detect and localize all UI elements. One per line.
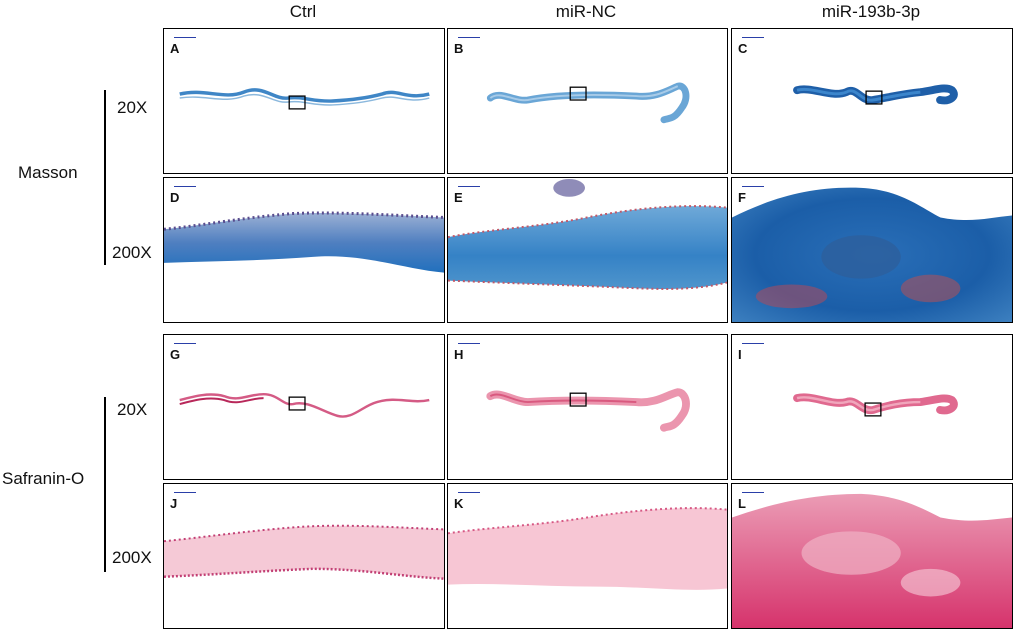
panel-letter: I <box>738 347 742 362</box>
mag-label-safranin-200x: 200X <box>112 548 152 567</box>
tissue-section-image <box>164 524 444 580</box>
panel-l-safranin-mir193b-200x: L <box>731 483 1013 629</box>
scale-bar <box>458 339 480 344</box>
tissue-section-image <box>732 187 1012 322</box>
masson-bracket <box>104 90 106 265</box>
tissue-section-image <box>486 388 690 432</box>
panel-letter: L <box>738 496 746 511</box>
tissue-section-image <box>164 211 444 273</box>
panel-letter: A <box>170 41 180 56</box>
panel-letter: E <box>454 190 463 205</box>
tissue-section-image <box>448 507 727 590</box>
scale-bar <box>742 488 764 493</box>
scale-bar <box>174 182 196 187</box>
panel-letter: C <box>738 41 748 56</box>
mag-label-safranin-20x: 20X <box>117 400 148 419</box>
tissue-section-image <box>179 88 430 110</box>
tissue-section-image <box>732 493 1012 628</box>
tissue-section-image <box>793 84 958 105</box>
panel-h-safranin-mirnc-20x: H <box>447 334 728 480</box>
scale-bar <box>458 33 480 38</box>
scale-bar <box>458 488 480 493</box>
scale-bar <box>742 339 764 344</box>
tissue-section-image <box>793 393 958 417</box>
panel-letter: D <box>170 190 180 205</box>
tissue-section-image <box>179 392 430 418</box>
panel-g-safranin-ctrl-20x: G <box>163 334 445 480</box>
panel-k-safranin-mirnc-200x: K <box>447 483 728 629</box>
column-header-mir-nc: miR-NC <box>555 2 617 21</box>
panel-letter: G <box>170 347 181 362</box>
safranin-bracket <box>104 397 106 572</box>
panel-i-safranin-mir193b-20x: I <box>731 334 1013 480</box>
tissue-section-image <box>486 82 690 124</box>
panel-a-masson-ctrl-20x: A <box>163 28 445 174</box>
column-header-ctrl: Ctrl <box>289 2 317 21</box>
panel-letter: H <box>454 347 464 362</box>
column-header-mir-193b-3p: miR-193b-3p <box>821 2 921 21</box>
panel-j-safranin-ctrl-200x: J <box>163 483 445 629</box>
panel-letter: F <box>738 190 746 205</box>
panel-f-masson-mir193b-200x: F <box>731 177 1013 323</box>
scale-bar <box>174 339 196 344</box>
mag-label-masson-20x: 20X <box>117 98 148 117</box>
scale-bar <box>174 33 196 38</box>
tissue-section-image <box>448 178 727 290</box>
panel-d-masson-ctrl-200x: D <box>163 177 445 323</box>
row-label-safranin-o: Safranin-O <box>2 469 85 488</box>
scale-bar <box>742 33 764 38</box>
scale-bar <box>458 182 480 187</box>
mag-label-masson-200x: 200X <box>112 243 152 262</box>
scale-bar <box>174 488 196 493</box>
panel-c-masson-mir193b-20x: C <box>731 28 1013 174</box>
panel-e-masson-mirnc-200x: E <box>447 177 728 323</box>
panel-letter: J <box>170 496 178 511</box>
scale-bar <box>742 182 764 187</box>
panel-letter: B <box>454 41 464 56</box>
panel-b-masson-mirnc-20x: B <box>447 28 728 174</box>
panel-letter: K <box>454 496 464 511</box>
row-label-masson: Masson <box>18 163 78 182</box>
